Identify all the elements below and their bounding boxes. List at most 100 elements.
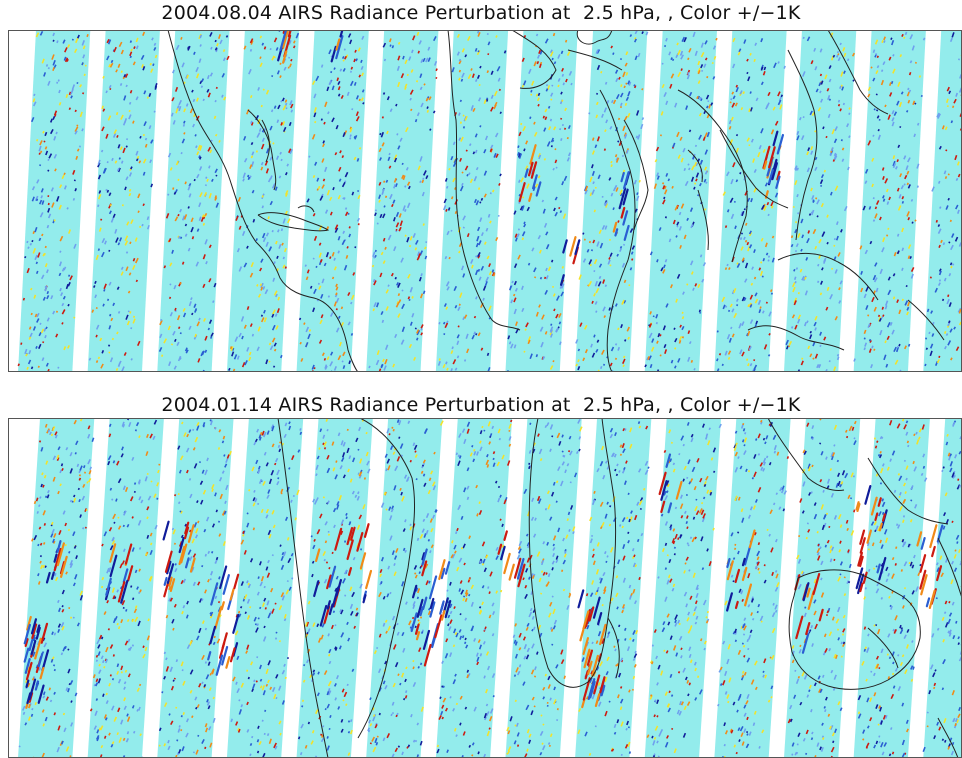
perturbation-speck (617, 117, 621, 121)
perturbation-speck (207, 327, 211, 331)
perturbation-speck (211, 551, 214, 554)
perturbation-speck (397, 282, 401, 288)
perturbation-speck (38, 331, 42, 337)
perturbation-speck (704, 166, 708, 171)
perturbation-speck (744, 239, 748, 243)
perturbation-speck (480, 265, 485, 271)
perturbation-speck (715, 37, 718, 41)
perturbation-speck (903, 36, 906, 39)
perturbation-speck (812, 357, 815, 360)
perturbation-speck (179, 236, 183, 239)
perturbation-speck (482, 297, 485, 301)
perturbation-speck (794, 280, 797, 284)
perturbation-speck (174, 568, 178, 573)
perturbation-speck (271, 74, 274, 78)
perturbation-speck (738, 48, 742, 53)
perturbation-speck (260, 317, 265, 323)
perturbation-speck (246, 245, 249, 249)
perturbation-speck (142, 133, 146, 137)
perturbation-speck (95, 735, 100, 740)
perturbation-speck (794, 165, 798, 170)
perturbation-speck (771, 235, 775, 239)
perturbation-speck (31, 538, 34, 542)
perturbation-speck (478, 97, 482, 102)
perturbation-speck (833, 238, 836, 241)
perturbation-speck (183, 214, 188, 220)
perturbation-speck (286, 163, 290, 167)
perturbation-speck (117, 167, 121, 173)
perturbation-speck (955, 177, 959, 181)
perturbation-speck (342, 351, 346, 357)
perturbation-speck (948, 241, 951, 244)
perturbation-speck (183, 108, 187, 113)
perturbation-speck (108, 526, 113, 532)
perturbation-speck (665, 172, 669, 177)
perturbation-speck (153, 419, 158, 425)
perturbation-speck (293, 40, 296, 44)
perturbation-speck (425, 241, 428, 244)
perturbation-speck (33, 294, 37, 299)
perturbation-speck (98, 663, 101, 667)
perturbation-speck (882, 237, 886, 243)
perturbation-speck (462, 273, 466, 278)
perturbation-speck (74, 692, 78, 697)
perturbation-speck (595, 101, 599, 106)
perturbation-speck (885, 300, 889, 306)
perturbation-speck (249, 94, 253, 99)
perturbation-speck (539, 326, 544, 332)
perturbation-speck (946, 105, 949, 108)
perturbation-speck (324, 365, 328, 370)
perturbation-speck (115, 237, 119, 243)
perturbation-speck (741, 296, 745, 302)
perturbation-speck (394, 276, 397, 280)
perturbation-speck (338, 315, 341, 319)
perturbation-speck (283, 247, 287, 253)
perturbation-speck (486, 255, 490, 260)
perturbation-speck (870, 364, 874, 369)
perturbation-speck (222, 49, 226, 53)
perturbation-speck (790, 243, 794, 248)
perturbation-speck (320, 118, 323, 121)
perturbation-speck (22, 297, 26, 301)
perturbation-speck (98, 727, 102, 731)
perturbation-speck (204, 184, 207, 187)
perturbation-speck (417, 165, 421, 171)
perturbation-speck (190, 297, 193, 301)
perturbation-speck (312, 307, 316, 313)
perturbation-speck (43, 522, 46, 526)
wave-streak (612, 221, 618, 233)
perturbation-speck (689, 207, 694, 213)
perturbation-speck (839, 280, 843, 285)
perturbation-speck (348, 226, 351, 229)
perturbation-speck (222, 435, 226, 440)
perturbation-speck (54, 576, 59, 582)
perturbation-speck (689, 91, 693, 97)
perturbation-speck (446, 230, 450, 236)
perturbation-speck (680, 68, 683, 71)
perturbation-speck (744, 262, 749, 269)
perturbation-speck (791, 281, 796, 288)
perturbation-speck (609, 252, 613, 258)
perturbation-speck (243, 135, 247, 141)
perturbation-speck (344, 180, 347, 183)
perturbation-speck (33, 676, 36, 679)
perturbation-speck (939, 206, 942, 209)
perturbation-speck (95, 682, 99, 687)
perturbation-speck (609, 362, 613, 367)
perturbation-speck (617, 327, 620, 331)
perturbation-speck (809, 334, 813, 340)
perturbation-speck (612, 207, 615, 211)
perturbation-speck (63, 172, 66, 176)
perturbation-speck (944, 176, 948, 180)
perturbation-speck (305, 342, 309, 348)
perturbation-speck (206, 88, 210, 93)
perturbation-speck (117, 311, 121, 314)
perturbation-speck (754, 324, 757, 328)
perturbation-speck (61, 625, 65, 631)
perturbation-speck (279, 62, 282, 65)
perturbation-speck (348, 360, 351, 365)
perturbation-speck (102, 693, 105, 698)
perturbation-speck (699, 159, 704, 165)
perturbation-speck (39, 560, 42, 564)
perturbation-speck (809, 330, 813, 334)
